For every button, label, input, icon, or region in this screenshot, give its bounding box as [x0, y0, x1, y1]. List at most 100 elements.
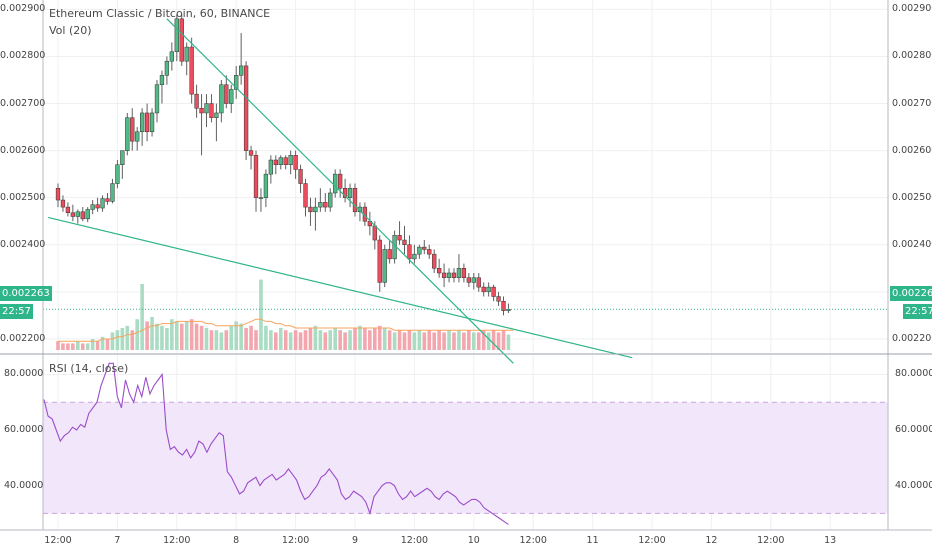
price-tick-right: 0.002900 — [892, 3, 932, 15]
rsi-legend: RSI (14, close) — [49, 362, 129, 375]
volume-bar — [254, 330, 258, 350]
candle-body — [432, 253, 437, 269]
candle — [417, 244, 422, 259]
volume-bar — [308, 328, 313, 350]
candle — [367, 211, 373, 236]
price-tick-left: 0.002900 — [0, 3, 46, 15]
candle-body — [169, 51, 174, 62]
candle — [318, 188, 323, 212]
volume-bar — [204, 328, 209, 350]
volume-bar — [348, 330, 352, 350]
time-tick: 11 — [586, 535, 599, 546]
time-tick: 13 — [824, 535, 837, 546]
time-tick: 12 — [705, 535, 718, 546]
volume-bar — [323, 332, 328, 350]
rsi-tick-right: 40.0000 — [895, 479, 932, 491]
candle — [189, 37, 194, 104]
candle-body — [243, 65, 249, 151]
candle — [174, 14, 179, 62]
price-tick-right: 0.002700 — [892, 97, 932, 109]
candle-body — [427, 249, 432, 255]
volume-bar — [457, 330, 461, 350]
candle — [387, 240, 392, 264]
candle-body — [333, 173, 338, 194]
candle-body — [491, 286, 496, 297]
price-tick-right: 0.002500 — [892, 191, 932, 203]
candle-body — [456, 268, 462, 278]
volume-bar — [100, 336, 105, 350]
candle — [466, 272, 472, 288]
price-tick-right: 0.002600 — [892, 144, 932, 156]
candle — [214, 103, 219, 142]
candle — [491, 284, 496, 302]
candle-body — [95, 204, 100, 209]
rsi-tick-left: 40.0000 — [4, 479, 44, 491]
candle — [65, 202, 71, 217]
volume-bar — [71, 343, 75, 350]
candle — [432, 249, 437, 273]
candle-body — [372, 225, 377, 241]
candle-body — [318, 202, 323, 208]
candle — [144, 103, 150, 142]
candle — [90, 200, 95, 215]
candle — [347, 183, 353, 208]
candle — [441, 263, 447, 288]
rsi-band-fill — [43, 402, 888, 514]
candle-body — [184, 46, 189, 62]
candle-body — [446, 272, 452, 278]
candle — [298, 164, 303, 193]
volume-bar — [170, 319, 174, 350]
candle — [263, 169, 269, 208]
volume-bar — [462, 332, 466, 350]
volume-bar — [392, 332, 397, 350]
candle-body — [214, 112, 219, 118]
volume-bar — [110, 332, 115, 350]
volume-bar — [66, 343, 70, 350]
volume-bar — [80, 343, 85, 350]
candle-body — [303, 183, 308, 208]
price-tick-right: 0.002800 — [892, 50, 932, 62]
countdown-tag-right: 22:57 — [903, 304, 932, 319]
candle-body — [412, 253, 417, 260]
volume-bar — [303, 330, 308, 350]
candle-body — [308, 206, 313, 213]
candle-body — [159, 75, 165, 85]
candle — [481, 282, 486, 297]
candle-body — [451, 272, 457, 278]
volume-bar — [313, 325, 318, 350]
volume-bar — [239, 323, 243, 350]
candle — [243, 61, 249, 161]
candle-body — [75, 211, 80, 217]
volume-bar — [422, 332, 427, 350]
volume-bar — [269, 330, 273, 350]
candle-body — [135, 131, 140, 142]
candle-body — [248, 150, 254, 156]
candle-body — [298, 169, 303, 184]
candle — [184, 42, 189, 76]
candle — [100, 195, 105, 212]
time-tick: 12:00 — [163, 535, 191, 546]
volume-bar — [407, 330, 412, 350]
candle-body — [115, 164, 120, 184]
candle — [278, 155, 283, 170]
price-tick-left: 0.002400 — [0, 238, 46, 250]
candle-body — [209, 103, 214, 118]
candle-body — [486, 286, 491, 293]
volume-bar — [363, 328, 367, 350]
candle — [422, 240, 427, 255]
candle-body — [140, 112, 145, 133]
volume-bar — [288, 332, 293, 350]
candle — [204, 94, 209, 128]
candle — [194, 84, 199, 118]
candle — [105, 192, 110, 205]
candle — [382, 244, 387, 288]
candle-body — [352, 188, 358, 213]
volume-bar — [476, 332, 481, 350]
volume-bar — [318, 330, 323, 350]
volume-bar — [120, 328, 125, 350]
candle-body — [342, 188, 348, 198]
candle-body — [65, 206, 71, 213]
upper-trendline — [166, 18, 514, 364]
candle-body — [441, 272, 447, 278]
